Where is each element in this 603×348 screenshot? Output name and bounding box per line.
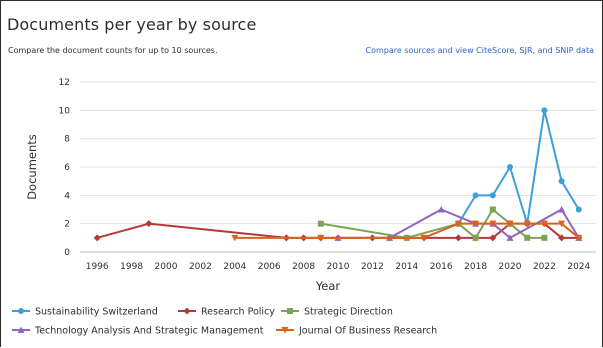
point-marker xyxy=(575,206,582,213)
x-tick-label: 2000 xyxy=(155,262,178,272)
point-marker xyxy=(524,234,531,241)
x-tick-label: 2024 xyxy=(567,262,590,272)
point-marker xyxy=(506,234,514,241)
y-axis-ticks: 0 2 4 6 8 10 12 xyxy=(59,78,71,258)
legend-label: Technology Analysis And Strategic Manage… xyxy=(34,326,264,337)
chart-legend: Sustainability Switzerland Research Polic… xyxy=(12,307,437,337)
x-tick-label: 2006 xyxy=(258,262,281,272)
compare-sources-link[interactable]: Compare sources and view CiteScore, SJR,… xyxy=(365,46,594,55)
series-journal-of-business-research xyxy=(231,220,583,242)
point-marker xyxy=(575,234,583,242)
x-tick-label: 2008 xyxy=(292,262,315,272)
y-tick-label: 10 xyxy=(59,106,71,116)
legend-label: Strategic Direction xyxy=(304,307,393,318)
legend-label: Research Policy xyxy=(201,307,275,318)
x-tick-label: 2010 xyxy=(327,262,350,272)
point-marker xyxy=(540,220,548,228)
point-marker xyxy=(541,234,548,241)
y-tick-label: 4 xyxy=(64,191,70,201)
x-tick-label: 2014 xyxy=(395,262,418,272)
x-axis-ticks: 1996 1998 2000 2002 2004 2006 2008 2010 2012 2014… xyxy=(86,262,591,272)
point-marker xyxy=(472,234,479,241)
point-marker xyxy=(558,178,565,185)
point-marker xyxy=(472,192,479,199)
x-tick-label: 2022 xyxy=(533,262,556,272)
point-marker xyxy=(558,220,566,228)
point-marker xyxy=(489,206,496,213)
legend-label: Journal Of Business Research xyxy=(298,326,437,337)
point-marker xyxy=(506,220,514,228)
point-marker xyxy=(437,206,445,213)
point-marker xyxy=(287,308,293,314)
y-tick-label: 8 xyxy=(64,135,70,145)
point-marker xyxy=(558,206,566,213)
point-marker xyxy=(558,234,566,242)
point-marker xyxy=(454,220,462,228)
point-marker xyxy=(489,192,496,199)
x-tick-label: 1996 xyxy=(86,262,109,272)
chart-subtitle: Compare the document counts for up to 10… xyxy=(8,46,218,55)
point-marker xyxy=(317,234,325,242)
legend-item: Journal Of Business Research xyxy=(276,326,437,337)
x-axis-title: Year xyxy=(315,279,341,293)
y-tick-label: 2 xyxy=(64,220,70,230)
point-marker xyxy=(317,220,324,227)
point-marker xyxy=(93,234,101,242)
y-tick-label: 6 xyxy=(64,163,70,173)
legend-item: Technology Analysis And Strategic Manage… xyxy=(12,326,264,337)
point-marker xyxy=(231,234,239,242)
point-marker xyxy=(541,107,548,114)
point-marker xyxy=(523,220,531,228)
point-marker xyxy=(145,220,153,228)
point-marker xyxy=(183,307,191,315)
point-marker xyxy=(507,164,513,170)
chart-title: Documents per year by source xyxy=(7,15,257,34)
x-tick-label: 2004 xyxy=(223,262,246,272)
point-marker xyxy=(281,327,289,334)
x-tick-label: 2012 xyxy=(361,262,384,272)
x-tick-label: 2016 xyxy=(430,262,453,272)
x-tick-label: 2020 xyxy=(499,262,522,272)
legend-item: Research Policy xyxy=(178,307,275,318)
y-axis-title: Documents xyxy=(25,134,39,200)
x-tick-label: 2002 xyxy=(189,262,212,272)
point-marker xyxy=(420,234,428,242)
point-marker xyxy=(454,234,462,242)
y-tick-label: 0 xyxy=(64,248,70,258)
legend-item: Strategic Direction xyxy=(281,307,393,318)
point-marker xyxy=(489,220,497,228)
y-tick-label: 12 xyxy=(59,78,70,88)
x-tick-label: 1998 xyxy=(120,262,143,272)
point-marker xyxy=(472,220,480,228)
point-marker xyxy=(489,234,497,242)
legend-label: Sustainability Switzerland xyxy=(35,307,158,318)
point-marker xyxy=(18,308,24,314)
x-tick-label: 2018 xyxy=(464,262,487,272)
chart-series xyxy=(93,107,583,242)
legend-item: Sustainability Switzerland xyxy=(12,307,158,318)
point-marker xyxy=(17,326,25,333)
